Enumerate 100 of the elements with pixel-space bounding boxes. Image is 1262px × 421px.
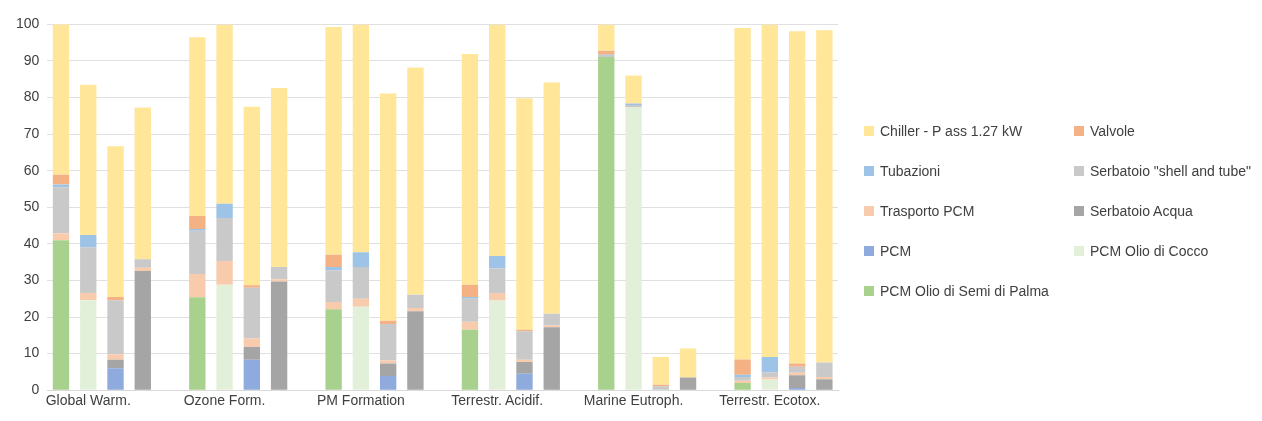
bar (489, 292, 506, 301)
bar (243, 347, 261, 360)
x-tick-label: Terrestr. Acidif. (451, 392, 544, 409)
bar (80, 84, 97, 236)
bar (243, 338, 261, 348)
bar (516, 331, 533, 360)
bar (243, 287, 261, 339)
bar (52, 233, 70, 241)
bar (216, 217, 233, 262)
bar (461, 284, 479, 297)
bar (325, 254, 342, 267)
bar (270, 88, 288, 267)
legend-label: PCM Olio di Semi di Palma (880, 282, 1049, 299)
y-tick-label: 40 (23, 234, 40, 251)
legend-label: Serbatoio "shell and tube" (1090, 162, 1251, 179)
bar (107, 359, 124, 369)
bar (761, 24, 779, 357)
bar (516, 362, 533, 374)
bar (107, 368, 124, 390)
bar (379, 93, 397, 321)
legend-label: PCM (880, 242, 912, 259)
bar (52, 187, 70, 234)
bar (543, 82, 560, 314)
bar (243, 106, 261, 286)
legend-label: Serbatoio Acqua (1090, 202, 1193, 219)
bar (407, 294, 424, 308)
bar (352, 306, 370, 390)
bar (189, 297, 206, 390)
bar (816, 30, 833, 363)
bar (352, 24, 370, 253)
bar (461, 298, 479, 322)
bar (270, 266, 288, 280)
bar (107, 354, 124, 360)
bar (134, 259, 151, 268)
y-tick-label: 80 (23, 88, 40, 105)
bar (216, 284, 233, 390)
bar (134, 270, 151, 390)
bar (816, 362, 833, 378)
legend-label: Chiller - P ass 1.27 kW (880, 122, 1023, 139)
bar (761, 377, 779, 380)
bar (189, 230, 206, 274)
bar (189, 273, 206, 298)
bar (679, 348, 697, 378)
bar (107, 300, 124, 355)
y-tick-label: 50 (23, 198, 40, 215)
bar (679, 377, 697, 390)
bar (189, 37, 206, 217)
bar (80, 292, 97, 301)
legend-label: Trasporto PCM (880, 202, 975, 219)
y-tick-label: 30 (23, 271, 40, 288)
x-tick-label: Terrestr. Ecotox. (719, 392, 821, 409)
bar (325, 309, 342, 390)
bar (625, 75, 642, 104)
bar (379, 375, 397, 390)
bar (543, 313, 560, 326)
bar (52, 240, 70, 390)
bar (625, 107, 642, 390)
bar (325, 270, 342, 303)
bar (489, 268, 506, 293)
legend-label: Tubazioni (880, 162, 941, 179)
x-tick-label: PM Formation (316, 392, 405, 409)
y-tick-label: 60 (23, 161, 40, 178)
bar (788, 375, 806, 389)
bar (489, 255, 506, 269)
bar (788, 31, 806, 364)
bar (788, 366, 806, 373)
bar (107, 146, 124, 297)
bar (379, 323, 397, 361)
bar (52, 174, 70, 185)
bar (407, 67, 424, 295)
bar (516, 98, 533, 330)
bar (761, 356, 779, 373)
bar (52, 24, 70, 175)
bar (734, 382, 751, 390)
bar (516, 359, 533, 363)
bar (788, 363, 806, 367)
bar (761, 372, 779, 378)
bar (352, 298, 370, 307)
bar (216, 24, 233, 204)
y-tick-label: 100 (16, 15, 40, 32)
x-tick-label: Global Warm. (45, 392, 131, 409)
bar (243, 359, 261, 390)
bar (489, 300, 506, 390)
bar (407, 311, 424, 390)
bar (134, 107, 151, 260)
legend-label: Valvole (1090, 122, 1135, 139)
y-tick-label: 70 (23, 125, 40, 141)
bar (652, 356, 669, 385)
bar (80, 235, 97, 248)
bar (216, 203, 233, 218)
bar (379, 363, 397, 376)
bar (352, 252, 370, 267)
bar (216, 261, 233, 285)
y-tick-label: 10 (23, 344, 40, 361)
bar (598, 54, 615, 57)
x-tick-label: Marine Eutroph. (583, 392, 684, 409)
bar (352, 266, 370, 299)
bar (325, 266, 342, 271)
bar (325, 302, 342, 310)
bar (816, 377, 833, 380)
